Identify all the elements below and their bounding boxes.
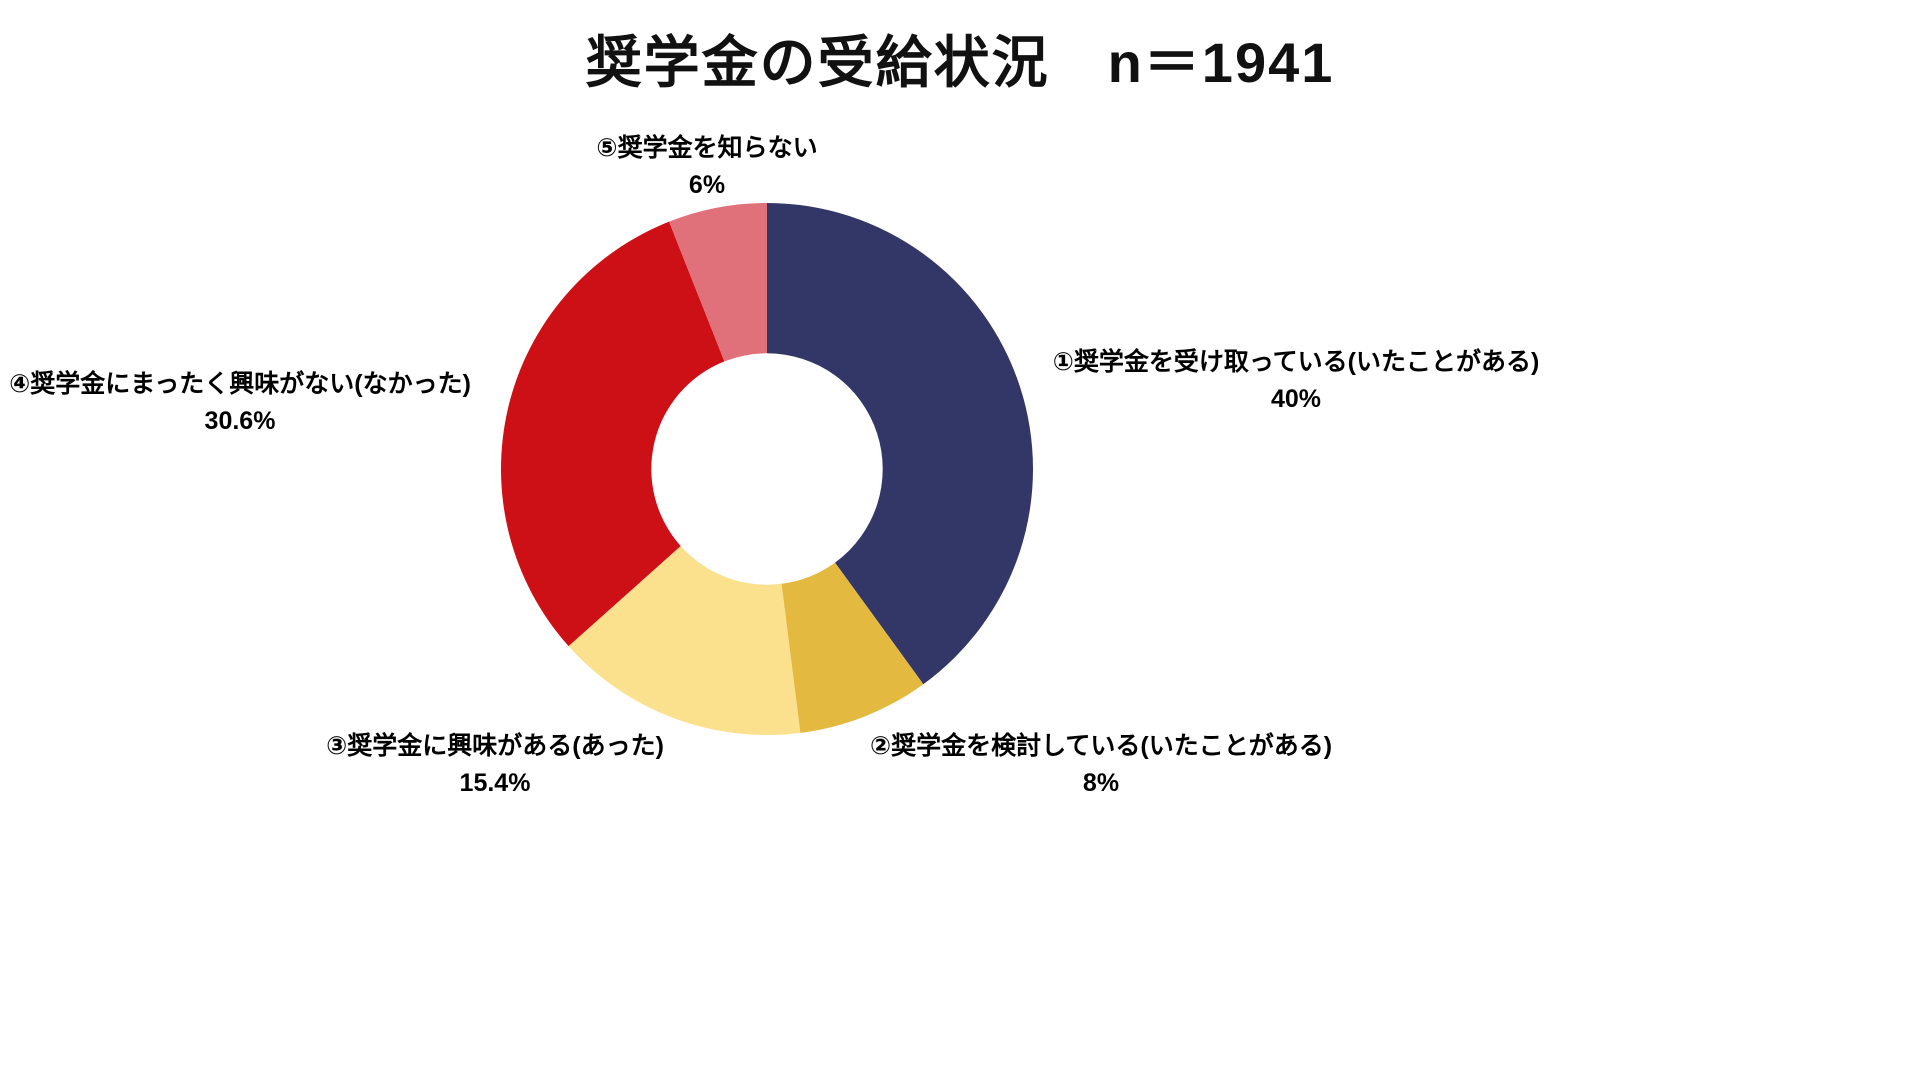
- slice-label-3-text: ③奨学金に興味がある(あった): [326, 732, 664, 760]
- donut-slice-5: [669, 203, 767, 362]
- slice-label-5-value: 6%: [688, 171, 726, 199]
- donut-slice-1: [767, 203, 1034, 685]
- slice-label-1: ①奨学金を受け取っている(いたことがある) 40%: [1053, 344, 1540, 418]
- slice-label-3: ③奨学金に興味がある(あった) 15.4%: [326, 728, 664, 802]
- slice-label-1-text: ①奨学金を受け取っている(いたことがある): [1052, 348, 1540, 376]
- chart-title: 奨学金の受給状況 n＝1941: [585, 31, 1335, 94]
- donut-slice-3: [568, 546, 801, 735]
- slice-label-4-value: 30.6%: [204, 407, 276, 435]
- slice-label-5-text: ⑤奨学金を知らない: [596, 134, 818, 162]
- slice-label-4-text: ④奨学金にまったく興味がない(なかった): [9, 370, 471, 398]
- slice-label-2: ②奨学金を検討している(いたことがある) 8%: [870, 728, 1332, 802]
- slice-label-2-value: 8%: [1082, 769, 1120, 797]
- slice-label-4: ④奨学金にまったく興味がない(なかった) 30.6%: [9, 366, 471, 440]
- donut-slice-4: [501, 221, 725, 647]
- donut-chart: [501, 203, 1034, 735]
- donut-slice-2: [781, 562, 924, 733]
- slice-label-3-value: 15.4%: [459, 769, 531, 797]
- slice-label-5: ⑤奨学金を知らない 6%: [596, 130, 817, 204]
- slice-label-1-value: 40%: [1270, 385, 1322, 413]
- slice-label-2-text: ②奨学金を検討している(いたことがある): [869, 732, 1333, 760]
